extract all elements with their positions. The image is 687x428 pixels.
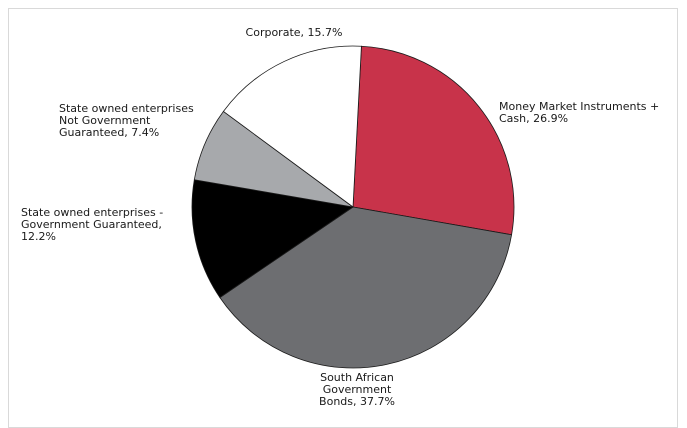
pie-slice-3 bbox=[191, 179, 355, 299]
slice-label-2: South African Government Bonds, 37.7% bbox=[319, 371, 395, 408]
pie-slices bbox=[191, 45, 515, 369]
pie-slice-1 bbox=[352, 45, 515, 236]
pie-slice-2 bbox=[219, 206, 513, 369]
slice-label-3: State owned enterprises -Government Guar… bbox=[21, 206, 163, 243]
slice-label-5: Corporate, 15.7% bbox=[246, 26, 343, 39]
pie-slice-5 bbox=[222, 45, 362, 208]
pie-chart: Money Market Instruments + Cash, 26.9% Sou… bbox=[21, 26, 659, 408]
pie-labels: Money Market Instruments + Cash, 26.9% Sou… bbox=[21, 26, 659, 408]
slice-label-1: Money Market Instruments + Cash, 26.9% bbox=[499, 100, 659, 125]
slice-label-4: State owned enterprises Not Government Gua… bbox=[59, 102, 194, 139]
